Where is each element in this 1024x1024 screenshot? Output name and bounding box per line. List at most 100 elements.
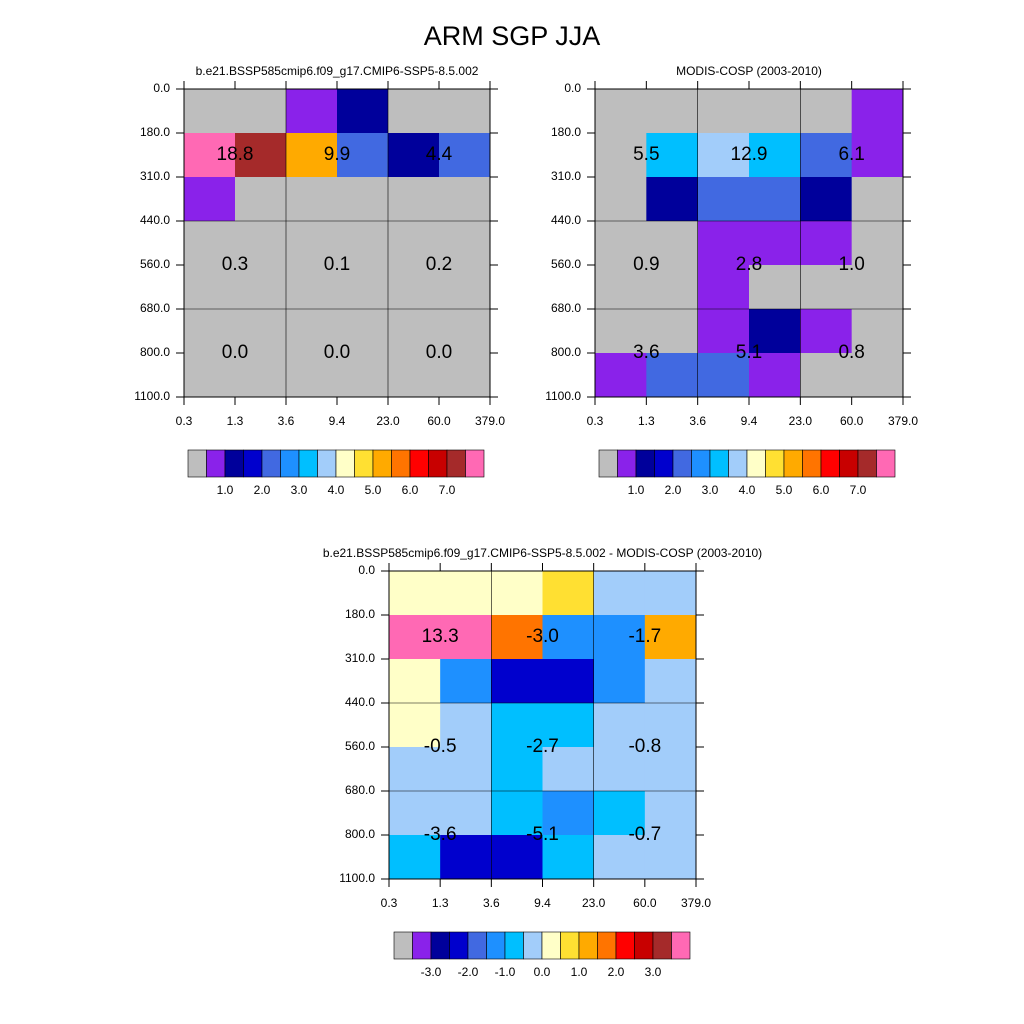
heatmap-cell	[491, 703, 543, 748]
x-tick-label: 0.3	[587, 414, 604, 428]
heatmap-cell	[851, 309, 904, 354]
colorbar-label: 5.0	[365, 483, 382, 497]
colorbar-box	[243, 449, 263, 478]
y-tick-label: 1100.0	[545, 389, 581, 403]
cell-value-label: 0.1	[324, 254, 350, 275]
heatmap-cell	[184, 177, 236, 222]
heatmap-cell	[184, 309, 236, 354]
colorbar-box	[298, 449, 318, 478]
colorbar-label: 3.0	[702, 483, 719, 497]
colorbar-label: 2.0	[608, 965, 625, 979]
y-tick-label: 180.0	[551, 125, 581, 139]
heatmap-cell	[286, 177, 338, 222]
heatmap-cell	[749, 89, 801, 134]
cell-value-label: 0.0	[324, 342, 350, 363]
heatmap-cell	[749, 309, 801, 354]
colorbar-box	[820, 449, 840, 478]
heatmap-cell	[388, 133, 440, 178]
colorbar-box	[280, 449, 300, 478]
heatmap-cell	[337, 309, 389, 354]
cell-value-label: 0.8	[838, 342, 864, 363]
heatmap-cell	[389, 571, 441, 616]
colorbar-box	[857, 449, 877, 478]
colorbar-label: 5.0	[776, 483, 793, 497]
heatmap-cell	[644, 747, 697, 792]
colorbar-label: 1.0	[628, 483, 645, 497]
x-tick-label: 0.3	[176, 414, 193, 428]
colorbar-box	[465, 449, 485, 478]
cell-value-label: 0.9	[633, 254, 659, 275]
heatmap-cell	[286, 309, 338, 354]
heatmap-cell	[439, 177, 491, 222]
y-tick-label: 440.0	[140, 213, 170, 227]
colorbar-label: 4.0	[328, 483, 345, 497]
colorbar-box	[671, 931, 691, 960]
x-tick-label: 379.0	[681, 896, 711, 910]
heatmap-cell	[542, 571, 595, 616]
heatmap-cell	[595, 177, 647, 222]
heatmap-cell	[337, 177, 389, 222]
heatmap-cell	[286, 353, 338, 398]
colorbar-label: 3.0	[645, 965, 662, 979]
y-tick-label: 1100.0	[339, 871, 375, 885]
cell-value-label: 5.5	[633, 144, 659, 165]
heatmap-cell	[389, 835, 441, 880]
y-tick-label: 560.0	[551, 257, 581, 271]
heatmap-cell	[851, 265, 904, 310]
heatmap-cell	[337, 89, 389, 134]
heatmap-cell	[542, 703, 595, 748]
colorbar-label: -3.0	[421, 965, 442, 979]
heatmap-cell	[749, 177, 801, 222]
cell-value-label: 4.4	[426, 144, 453, 165]
y-tick-label: 560.0	[140, 257, 170, 271]
colorbar-box	[428, 449, 448, 478]
x-tick-label: 1.3	[638, 414, 655, 428]
heatmap-cell	[491, 571, 543, 616]
heatmap-cell	[851, 133, 904, 178]
cell-value-label: 6.1	[838, 144, 864, 165]
heatmap-cell	[749, 353, 801, 398]
heatmap-cell	[184, 133, 236, 178]
colorbar-box	[746, 449, 766, 478]
page-title: ARM SGP JJA	[423, 21, 601, 51]
heatmap-cell	[439, 89, 491, 134]
heatmap-cell	[235, 309, 287, 354]
heatmap-cell	[697, 133, 750, 178]
cell-value-label: -0.8	[628, 736, 661, 757]
heatmap-cell	[595, 89, 647, 134]
y-tick-label: 310.0	[551, 169, 581, 183]
cell-value-label: 0.0	[222, 342, 248, 363]
heatmap-cell	[440, 747, 492, 792]
x-tick-label: 0.3	[381, 896, 398, 910]
colorbar-label: 6.0	[402, 483, 419, 497]
colorbar-box	[597, 931, 617, 960]
cell-value-label: 2.8	[736, 254, 762, 275]
heatmap-cell	[286, 133, 338, 178]
colorbar-box	[206, 449, 226, 478]
colorbar-box	[393, 931, 413, 960]
heatmap-cell	[337, 353, 389, 398]
heatmap-cell	[644, 659, 697, 704]
heatmap-cell	[593, 747, 646, 792]
colorbar-box	[430, 931, 450, 960]
colorbar-box	[709, 449, 729, 478]
heatmap-cell	[646, 265, 699, 310]
heatmap-cell	[646, 353, 699, 398]
heatmap-cell	[646, 89, 699, 134]
heatmap-cell	[184, 89, 236, 134]
heatmap-cell	[389, 791, 441, 836]
heatmap-cell	[440, 659, 492, 704]
heatmap-cell	[542, 659, 595, 704]
heatmap-cell	[440, 615, 492, 660]
heatmap-cell	[595, 221, 647, 266]
colorbar-box	[691, 449, 711, 478]
colorbar-box	[654, 449, 674, 478]
colorbar-label: 3.0	[291, 483, 308, 497]
colorbar-box	[261, 449, 281, 478]
y-tick-label: 180.0	[345, 607, 375, 621]
cell-value-label: -0.5	[424, 736, 457, 757]
colorbar-label: 4.0	[739, 483, 756, 497]
x-tick-label: 379.0	[888, 414, 918, 428]
heatmap-cell	[644, 835, 697, 880]
